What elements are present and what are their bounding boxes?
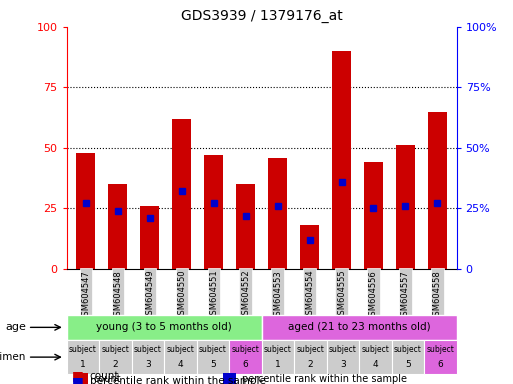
Text: 1: 1 xyxy=(80,360,86,369)
Text: age: age xyxy=(5,322,26,333)
Text: subject: subject xyxy=(426,345,455,354)
Text: ■: ■ xyxy=(72,369,84,382)
Bar xyxy=(364,162,383,269)
Bar xyxy=(74,373,88,384)
Bar xyxy=(229,340,262,374)
Bar xyxy=(108,184,127,269)
Text: ■: ■ xyxy=(72,375,84,384)
Bar xyxy=(99,340,132,374)
Bar xyxy=(300,225,319,269)
Text: GSM604553: GSM604553 xyxy=(273,270,282,321)
Bar xyxy=(391,340,424,374)
Bar xyxy=(396,146,415,269)
Bar xyxy=(424,340,457,374)
Text: subject: subject xyxy=(102,345,129,354)
Text: 5: 5 xyxy=(405,360,411,369)
Text: GSM604549: GSM604549 xyxy=(145,270,154,320)
Bar xyxy=(132,340,164,374)
Text: 3: 3 xyxy=(340,360,346,369)
Bar xyxy=(172,119,191,269)
Bar xyxy=(262,315,457,340)
Text: subject: subject xyxy=(166,345,194,354)
Text: subject: subject xyxy=(264,345,292,354)
Bar xyxy=(67,340,99,374)
Text: subject: subject xyxy=(134,345,162,354)
Text: subject: subject xyxy=(361,345,389,354)
Text: young (3 to 5 months old): young (3 to 5 months old) xyxy=(96,322,232,333)
Text: subject: subject xyxy=(231,345,260,354)
Bar xyxy=(67,315,262,340)
Title: GDS3939 / 1379176_at: GDS3939 / 1379176_at xyxy=(181,9,343,23)
Bar xyxy=(140,206,160,269)
Bar xyxy=(359,340,391,374)
Text: GSM604548: GSM604548 xyxy=(113,270,122,321)
Text: GSM604555: GSM604555 xyxy=(337,270,346,320)
Text: specimen: specimen xyxy=(0,352,26,362)
Bar xyxy=(236,184,255,269)
Text: GSM604557: GSM604557 xyxy=(401,270,410,321)
Text: GSM604550: GSM604550 xyxy=(177,270,186,320)
Text: subject: subject xyxy=(69,345,97,354)
Text: aged (21 to 23 months old): aged (21 to 23 months old) xyxy=(288,322,430,333)
Text: 2: 2 xyxy=(113,360,118,369)
Bar xyxy=(164,340,196,374)
Text: count: count xyxy=(90,371,120,381)
Text: 3: 3 xyxy=(145,360,151,369)
Text: GSM604554: GSM604554 xyxy=(305,270,314,320)
Text: GSM604547: GSM604547 xyxy=(82,270,90,321)
Text: GSM604558: GSM604558 xyxy=(433,270,442,321)
Bar xyxy=(428,112,447,269)
Bar xyxy=(327,340,359,374)
Text: 4: 4 xyxy=(177,360,183,369)
Bar xyxy=(76,153,95,269)
Text: 2: 2 xyxy=(308,360,313,369)
Bar xyxy=(294,340,327,374)
Text: GSM604551: GSM604551 xyxy=(209,270,218,320)
Bar xyxy=(204,155,223,269)
Text: percentile rank within the sample: percentile rank within the sample xyxy=(242,374,407,384)
Text: 1: 1 xyxy=(275,360,281,369)
Text: 6: 6 xyxy=(438,360,443,369)
Text: 5: 5 xyxy=(210,360,216,369)
Text: subject: subject xyxy=(329,345,357,354)
Text: subject: subject xyxy=(199,345,227,354)
Text: 6: 6 xyxy=(243,360,248,369)
Text: percentile rank within the sample: percentile rank within the sample xyxy=(90,376,266,384)
Text: GSM604556: GSM604556 xyxy=(369,270,378,321)
Text: subject: subject xyxy=(297,345,324,354)
Bar xyxy=(223,373,236,384)
Text: subject: subject xyxy=(394,345,422,354)
Bar xyxy=(268,157,287,269)
Text: 4: 4 xyxy=(372,360,378,369)
Bar xyxy=(196,340,229,374)
Bar xyxy=(332,51,351,269)
Text: count: count xyxy=(94,374,122,384)
Text: GSM604552: GSM604552 xyxy=(241,270,250,320)
Bar xyxy=(262,340,294,374)
